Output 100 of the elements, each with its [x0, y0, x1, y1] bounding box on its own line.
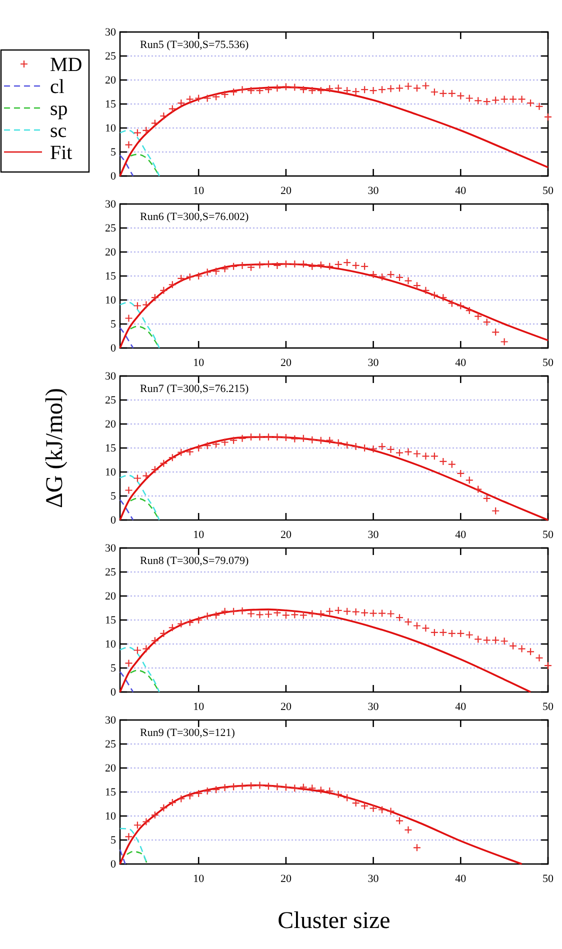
point — [465, 94, 474, 102]
point — [238, 782, 246, 790]
point — [256, 260, 264, 270]
point — [273, 432, 282, 442]
y-tick-label: 0 — [110, 342, 116, 355]
point — [404, 82, 412, 90]
point — [352, 798, 360, 808]
y-tick-label: 20 — [105, 762, 116, 775]
point — [386, 610, 395, 618]
point — [203, 94, 212, 102]
point — [386, 84, 395, 93]
point — [124, 314, 133, 322]
point — [290, 784, 299, 792]
x-axis-title: Cluster size — [278, 908, 390, 934]
point — [448, 89, 456, 98]
x-tick-label: 50 — [542, 528, 554, 541]
point — [290, 83, 299, 92]
point — [290, 434, 299, 443]
point — [220, 264, 229, 273]
y-tick-label: 15 — [105, 786, 116, 799]
point — [238, 261, 246, 270]
point — [326, 262, 334, 270]
point — [230, 262, 238, 270]
point — [203, 612, 212, 620]
point — [273, 608, 282, 617]
point — [194, 272, 203, 280]
x-tick-label: 20 — [280, 356, 292, 369]
point — [544, 112, 552, 122]
point — [439, 294, 448, 302]
point — [299, 434, 308, 442]
point — [177, 794, 186, 803]
y-tick-label: 0 — [110, 858, 116, 871]
point — [246, 610, 256, 618]
point — [133, 821, 142, 830]
point — [264, 260, 273, 268]
point — [422, 624, 430, 632]
point — [124, 659, 133, 668]
point — [412, 844, 422, 852]
point — [326, 84, 334, 93]
y-tick-label: 0 — [110, 514, 116, 527]
point — [334, 790, 342, 798]
x-tick-label: 10 — [193, 700, 205, 713]
point — [404, 276, 412, 285]
point — [256, 432, 264, 442]
point — [395, 816, 404, 825]
point — [316, 260, 325, 270]
point — [352, 442, 360, 451]
point — [439, 628, 448, 637]
point — [456, 469, 465, 478]
point — [509, 642, 518, 650]
legend-label: Fit — [50, 142, 73, 164]
x-tick-label: 50 — [542, 356, 554, 369]
line-series — [119, 263, 549, 349]
point — [465, 476, 474, 484]
point — [133, 302, 142, 310]
point — [168, 280, 176, 289]
point — [160, 112, 168, 120]
point — [518, 644, 526, 653]
point — [133, 128, 142, 137]
point — [482, 98, 491, 106]
x-tick-label: 40 — [455, 872, 467, 885]
line-series — [119, 302, 160, 349]
point — [465, 306, 474, 315]
line-series — [119, 499, 134, 521]
point — [160, 459, 168, 468]
point — [168, 454, 176, 462]
point — [282, 82, 290, 91]
point — [316, 610, 325, 618]
point — [124, 140, 133, 149]
point — [395, 84, 404, 92]
x-tick-label: 30 — [368, 184, 380, 197]
point — [412, 84, 422, 92]
point — [246, 263, 256, 272]
point — [360, 262, 369, 270]
point — [430, 452, 438, 460]
point — [150, 810, 159, 820]
y-tick-label: 20 — [105, 590, 116, 603]
x-tick-label: 30 — [368, 872, 380, 885]
y-tick-label: 25 — [105, 50, 116, 63]
point — [133, 646, 142, 654]
x-tick-label: 30 — [368, 528, 380, 541]
point — [246, 432, 256, 442]
x-tick-label: 10 — [193, 528, 205, 541]
y-tick-label: 30 — [105, 26, 116, 39]
annotation: Run9 (T=300,S=121) — [140, 727, 236, 739]
point — [194, 616, 203, 624]
y-tick-label: 15 — [105, 270, 116, 283]
point — [509, 95, 518, 104]
point — [326, 436, 334, 444]
point — [439, 89, 448, 98]
point — [230, 436, 238, 444]
point — [299, 783, 308, 792]
point — [422, 286, 430, 294]
point — [326, 786, 334, 796]
point — [150, 466, 159, 474]
point — [369, 609, 378, 618]
point — [482, 318, 491, 326]
point — [177, 274, 186, 282]
point — [273, 261, 282, 270]
point — [256, 86, 264, 95]
